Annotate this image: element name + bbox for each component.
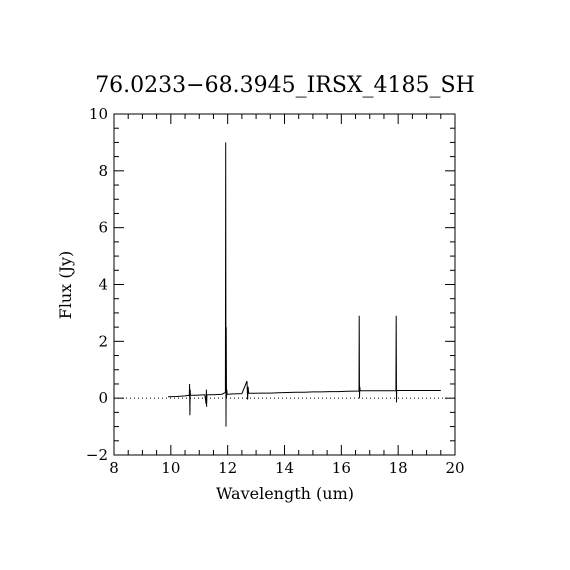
- chart-title: 76.0233−68.3945_IRSX_4185_SH: [95, 73, 475, 98]
- y-ticks: −2 0 2 4 6 8 10: [86, 105, 455, 464]
- y-tick-label: 2: [98, 332, 108, 350]
- y-tick-label: 8: [98, 162, 108, 180]
- x-axis-label: Wavelength (um): [216, 484, 354, 503]
- y-tick-label: 4: [98, 276, 108, 294]
- y-tick-label: 0: [98, 389, 108, 407]
- x-tick-label: 18: [389, 459, 408, 477]
- x-tick-label: 10: [161, 459, 180, 477]
- y-axis-label: Flux (Jy): [56, 251, 75, 320]
- x-tick-label: 14: [275, 459, 294, 477]
- plot-frame: [113, 113, 456, 456]
- x-tick-label: 8: [109, 459, 119, 477]
- x-tick-label: 16: [332, 459, 351, 477]
- y-tick-label: 6: [98, 219, 108, 237]
- x-ticks: 8 10 12 14 16 18 20: [109, 114, 465, 477]
- x-tick-label: 12: [218, 459, 237, 477]
- spectrum-line: [167, 142, 441, 427]
- y-tick-label: 10: [89, 105, 108, 123]
- x-tick-label: 20: [445, 459, 464, 477]
- plot-border: [113, 113, 456, 456]
- y-tick-label: −2: [86, 446, 108, 464]
